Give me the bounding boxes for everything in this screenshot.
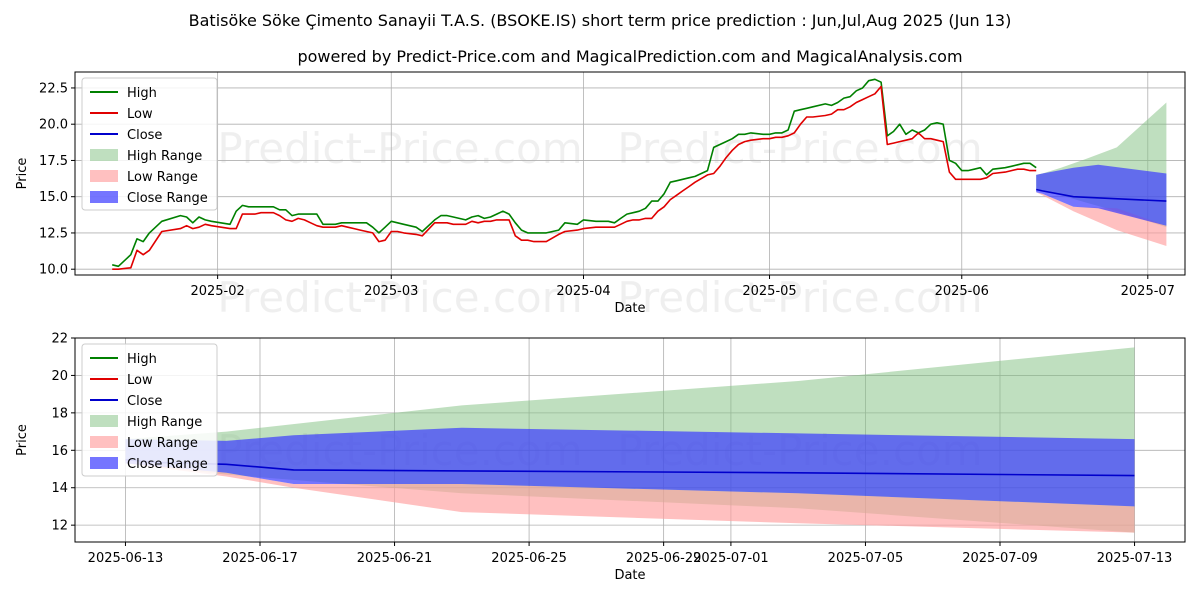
y-tick-label-2: 16 [51,444,68,459]
x-tick-label-7: 2025-07-09 [962,551,1038,566]
close-range-band [1036,164,1167,226]
legend-close-range-swatch [90,191,118,203]
low-range-band [125,459,1135,533]
y-tick-label-1: 12.5 [39,226,68,241]
legend-high-label: High [127,352,157,367]
plot-frame [74,71,1186,276]
x-tick-label-6: 2025-07-05 [828,551,904,566]
x-axis-label: Date [614,568,645,583]
x-tick-label-8: 2025-07-13 [1097,551,1173,566]
x-tick-label-0: 2025-06-13 [88,551,164,566]
legend-low-range-swatch [90,436,118,448]
legend-high-range-label: High Range [127,415,202,430]
y-tick-label-3: 18 [51,406,68,421]
x-tick-label-5: 2025-07-01 [693,551,769,566]
legend-close-range-label: Close Range [127,191,208,206]
x-tick-label-1: 2025-03 [364,284,418,299]
y-tick-label-3: 17.5 [39,154,68,169]
legend-close-range-swatch [90,457,118,469]
legend-close-label: Close [127,128,162,143]
y-tick-label-2: 15.0 [39,190,68,205]
y-tick-label-5: 22.5 [39,81,68,96]
y-tick-label-0: 10.0 [39,263,68,278]
x-tick-label-4: 2025-06-29 [626,551,702,566]
y-tick-label-1: 14 [51,481,68,496]
legend-low-range-swatch [90,170,118,182]
y-axis-label: Price [15,424,30,456]
y-tick-label-4: 20 [51,369,68,384]
legend-high-label: High [127,86,157,101]
legend-low-label: Low [127,373,153,388]
legend-low-label: Low [127,107,153,122]
x-tick-label-2: 2025-04 [556,284,610,299]
legend-low-range-label: Low Range [127,436,198,451]
low-range-band [1036,192,1167,246]
y-axis-label: Price [15,158,30,190]
watermark-1: Predict-Price.com [617,124,982,173]
x-tick-label-2: 2025-06-21 [357,551,433,566]
plot-frame [74,337,1186,543]
watermark-0: Predict-Price.com [217,124,582,173]
legend-close-label: Close [127,394,162,409]
y-tick-label-0: 12 [51,519,68,534]
y-tick-label-4: 20.0 [39,118,68,133]
legend-high-range-swatch [90,149,118,161]
top-chart-panel: Predict-Price.com Predict-Price.com Predic… [15,71,1186,322]
x-tick-label-0: 2025-02 [190,284,244,299]
chart-subtitle: powered by Predict-Price.com and Magical… [297,47,962,66]
high-line [112,78,1037,268]
bottom-chart-panel: Predict-Price.comPredict-Price.com2025-0… [15,332,1186,583]
legend-high-range-label: High Range [127,149,202,164]
legend-high-range-swatch [90,415,118,427]
low-line [112,85,1037,271]
y-tick-label-5: 22 [51,332,68,347]
close-range-band [125,427,1135,507]
legend-low-range-label: Low Range [127,170,198,185]
watermark-3: Predict-Price.com [617,273,982,322]
x-tick-label-3: 2025-05 [742,284,796,299]
x-tick-label-3: 2025-06-25 [491,551,567,566]
x-tick-label-4: 2025-06 [935,284,989,299]
chart-title: Batisöke Söke Çimento Sanayii T.A.S. (BS… [189,11,1012,30]
watermark-2: Predict-Price.com [217,273,582,322]
x-axis-label: Date [614,301,645,316]
legend-close-range-label: Close Range [127,457,208,472]
x-tick-label-5: 2025-07 [1121,284,1175,299]
close-line [1036,188,1167,202]
x-tick-label-1: 2025-06-17 [222,551,298,566]
